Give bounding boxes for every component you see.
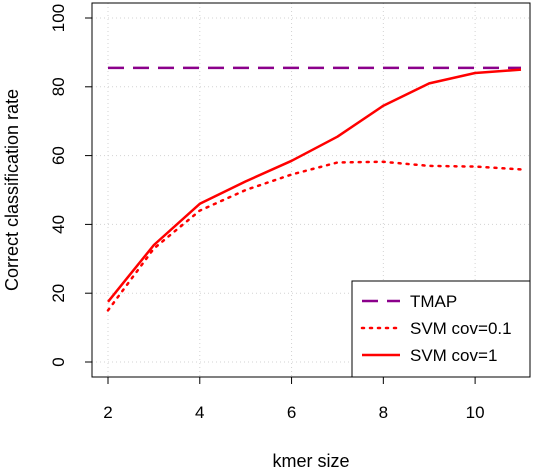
y-axis-label: Correct classification rate — [2, 89, 22, 291]
y-tick-label: 40 — [49, 215, 68, 234]
x-tick-label: 8 — [379, 403, 388, 422]
x-tick-label: 6 — [287, 403, 296, 422]
x-tick-label: 4 — [195, 403, 204, 422]
series-layer — [106, 66, 523, 312]
series-line-2 — [106, 160, 523, 312]
x-tick-label: 10 — [466, 403, 485, 422]
legend: TMAP SVM cov=0.1 SVM cov=1 — [351, 280, 531, 378]
legend-label: SVM cov=0.1 — [410, 319, 512, 338]
x-axis: 2 4 6 8 10 — [103, 376, 485, 422]
series-line-3 — [107, 68, 522, 303]
legend-label: TMAP — [410, 292, 457, 311]
y-axis: 0 20 40 60 80 100 — [49, 4, 93, 367]
x-tick-label: 2 — [103, 403, 112, 422]
y-tick-label: 20 — [49, 284, 68, 303]
grid-lines — [92, 3, 530, 377]
x-axis-label: kmer size — [272, 451, 349, 468]
y-tick-label: 100 — [49, 4, 68, 32]
y-tick-label: 60 — [49, 146, 68, 165]
y-tick-label: 0 — [49, 357, 68, 366]
y-tick-label: 80 — [49, 77, 68, 96]
legend-box — [351, 280, 531, 378]
legend-label: SVM cov=1 — [410, 346, 497, 365]
